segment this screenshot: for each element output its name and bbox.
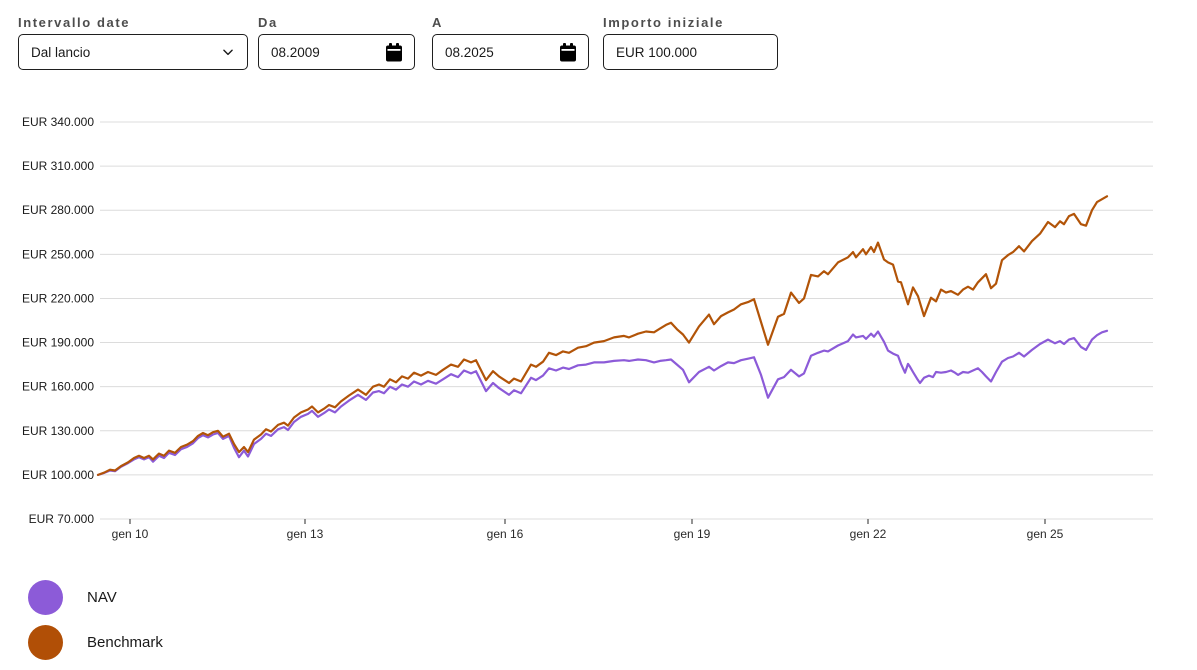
series-line-nav xyxy=(96,329,1109,476)
y-axis-tick-label: EUR 70.000 xyxy=(29,512,95,526)
series-line-benchmark xyxy=(96,195,1109,476)
y-axis-tick-label: EUR 250.000 xyxy=(22,247,94,261)
calendar-icon[interactable] xyxy=(384,42,404,68)
y-axis-tick-label: EUR 190.000 xyxy=(22,336,94,350)
to-label: A xyxy=(432,15,443,30)
legend-item-benchmark: Benchmark xyxy=(28,625,163,660)
x-axis-tick-label: gen 25 xyxy=(1027,527,1064,541)
to-date-input[interactable] xyxy=(433,44,588,60)
to-date-field-box xyxy=(432,34,589,70)
x-axis-tick-label: gen 10 xyxy=(112,527,149,541)
legend-item-nav: NAV xyxy=(28,580,117,615)
benchmark-legend-label: Benchmark xyxy=(87,634,163,651)
y-axis-tick-label: EUR 310.000 xyxy=(22,159,94,173)
date-range-selected-value: Dal lancio xyxy=(31,44,91,60)
x-axis-tick-label: gen 22 xyxy=(850,527,887,541)
y-axis-tick-label: EUR 160.000 xyxy=(22,380,94,394)
benchmark-legend-dot xyxy=(28,625,63,660)
from-label: Da xyxy=(258,15,278,30)
x-axis-tick-label: gen 16 xyxy=(487,527,524,541)
from-date-input[interactable] xyxy=(259,44,414,60)
x-axis-tick-label: gen 13 xyxy=(287,527,324,541)
initial-amount-input[interactable] xyxy=(604,44,777,60)
date-range-select[interactable]: Dal lancio xyxy=(18,34,248,70)
calendar-icon[interactable] xyxy=(558,42,578,68)
y-axis-tick-label: EUR 130.000 xyxy=(22,424,94,438)
nav-legend-label: NAV xyxy=(87,589,117,606)
y-axis-tick-label: EUR 340.000 xyxy=(22,115,94,129)
interval-label: Intervallo date xyxy=(18,15,131,30)
y-axis-tick-label: EUR 100.000 xyxy=(22,468,94,482)
chevron-down-icon xyxy=(221,45,235,59)
x-axis-tick-label: gen 19 xyxy=(674,527,711,541)
nav-legend-dot xyxy=(28,580,63,615)
initial-amount-field-box xyxy=(603,34,778,70)
y-axis-tick-label: EUR 280.000 xyxy=(22,203,94,217)
from-date-field-box xyxy=(258,34,415,70)
amount-label: Importo iniziale xyxy=(603,15,724,30)
chart-svg: EUR 340.000 EUR 310.000 EUR 280.000 EUR 250… xyxy=(22,115,1153,541)
y-axis-tick-label: EUR 220.000 xyxy=(22,291,94,305)
